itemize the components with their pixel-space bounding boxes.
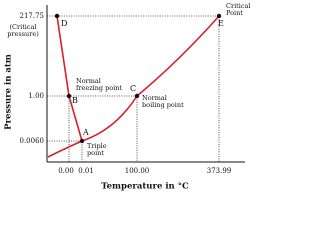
x-axis-title: Temperature in °C [101, 182, 189, 192]
x-tick-label: 100.00 [125, 167, 150, 175]
x-tick-label: 0.00 [58, 167, 74, 175]
point-label: Critical [226, 2, 250, 10]
y-axis-title: Pressure in atm [4, 54, 14, 130]
point-label: Normal [142, 94, 167, 102]
point-label: freezing point [76, 84, 122, 92]
point-letter: A [82, 128, 89, 137]
point-letter: C [130, 84, 136, 93]
y-note: (Critical [10, 23, 37, 31]
y-tick-label: 0.0060 [20, 137, 45, 145]
point-markers [54, 13, 222, 144]
y-tick-label: 1.00 [28, 92, 44, 100]
phase-diagram: D E B C A Critical Point Normal freezing… [4, 2, 251, 192]
point-label: Point [226, 9, 243, 17]
point-letter: B [72, 96, 78, 105]
point-letter: D [61, 19, 67, 28]
x-tick-label: 373.99 [207, 167, 232, 175]
point-label: Normal [76, 77, 101, 85]
point-label: Triple [87, 142, 107, 150]
point-letter: E [218, 19, 224, 28]
y-tick-label: 217.75 [20, 12, 45, 20]
guide-lines [47, 15, 220, 162]
x-tick-label: 0.01 [78, 167, 94, 175]
point-label: point [87, 149, 104, 157]
point-label: boiling point [142, 101, 184, 109]
y-note: pressure) [7, 30, 39, 38]
